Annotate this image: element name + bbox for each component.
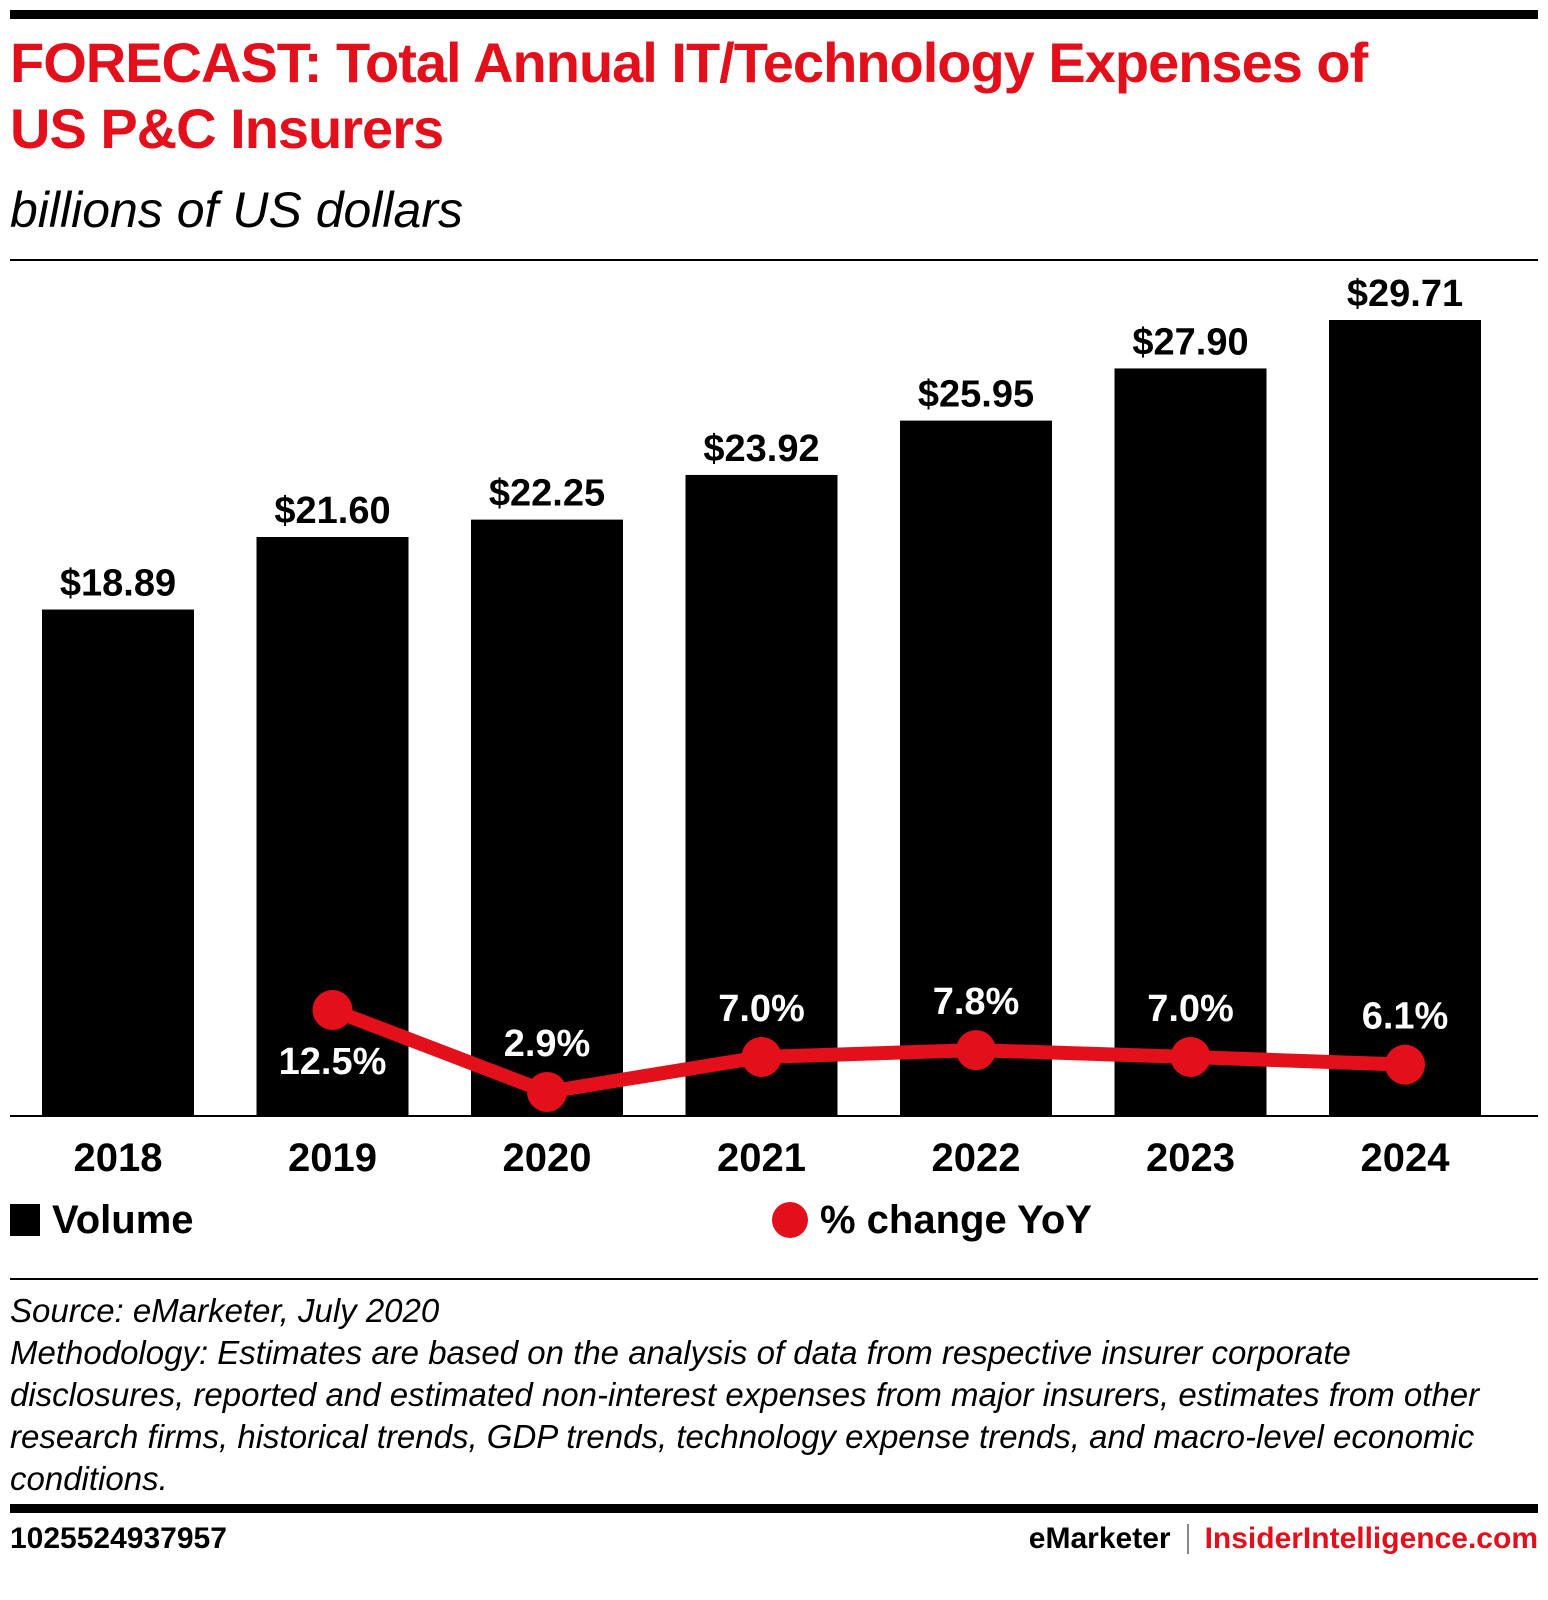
chart-id: 1025524937957 bbox=[10, 1522, 227, 1555]
bar-value-labels: $18.89 $21.60 $22.25 $23.92 $25.95 $27.90 $29.… bbox=[60, 273, 1463, 605]
x-tick-label: 2019 bbox=[288, 1136, 377, 1180]
pct-change-point bbox=[1170, 1036, 1211, 1077]
pct-change-point bbox=[312, 990, 353, 1030]
pct-change-point bbox=[527, 1072, 567, 1112]
legend-label: % change YoY bbox=[820, 1198, 1092, 1242]
methodology-note: Methodology: Estimates are based on the … bbox=[10, 1334, 1480, 1497]
bar bbox=[1114, 368, 1267, 1115]
brand-emarketer: eMarketer bbox=[1028, 1522, 1171, 1555]
chart-plot: $18.89 $21.60 $22.25 $23.92 $25.95 $27.90 $29.… bbox=[10, 273, 1538, 1180]
legend-circle-icon bbox=[772, 1202, 808, 1238]
legend-label: Volume bbox=[52, 1198, 194, 1242]
footer-branding: eMarketer InsiderIntelligence.com bbox=[1029, 1522, 1538, 1556]
pct-change-label: 7.8% bbox=[933, 981, 1020, 1023]
pct-value-labels: 12.5% 2.9% 7.0% 7.8% 7.0% 6.1% bbox=[279, 981, 1449, 1083]
bar-value-label: $27.90 bbox=[1132, 321, 1248, 363]
brand-separator bbox=[1186, 1524, 1189, 1554]
x-tick-label: 2020 bbox=[503, 1136, 592, 1180]
source-note: Source: eMarketer, July 2020 bbox=[10, 1292, 440, 1329]
x-tick-label: 2024 bbox=[1361, 1136, 1451, 1180]
top-rule bbox=[10, 10, 1538, 19]
bar bbox=[1329, 320, 1481, 1115]
pct-change-point bbox=[1385, 1044, 1425, 1085]
line-series-pct-change bbox=[312, 990, 1425, 1112]
pct-change-point bbox=[741, 1036, 782, 1077]
brand-site-link[interactable]: InsiderIntelligence.com bbox=[1204, 1522, 1538, 1555]
bar bbox=[42, 609, 194, 1115]
bar-value-label: $25.95 bbox=[918, 374, 1034, 416]
notes-divider bbox=[10, 1278, 1538, 1280]
bar-value-label: $23.92 bbox=[703, 428, 819, 470]
pct-change-point bbox=[956, 1030, 996, 1071]
bar-value-label: $29.71 bbox=[1347, 273, 1463, 315]
bar-value-label: $21.60 bbox=[274, 490, 390, 532]
bar-value-label: $22.25 bbox=[489, 473, 605, 515]
bar bbox=[471, 519, 623, 1115]
x-tick-label: 2022 bbox=[932, 1136, 1021, 1180]
chart-title: FORECAST: Total Annual IT/Technology Exp… bbox=[10, 31, 1368, 160]
legend-item-volume: Volume bbox=[10, 1196, 194, 1244]
legend-square-icon bbox=[10, 1204, 40, 1236]
chart-subtitle: billions of US dollars bbox=[10, 182, 463, 238]
x-tick-label: 2021 bbox=[717, 1136, 806, 1180]
bar bbox=[900, 420, 1052, 1115]
header-divider bbox=[10, 259, 1538, 261]
bar bbox=[685, 474, 838, 1115]
pct-change-label: 6.1% bbox=[1362, 996, 1449, 1038]
pct-change-label: 7.0% bbox=[718, 988, 805, 1030]
bar-value-label: $18.89 bbox=[60, 563, 176, 605]
pct-change-label: 12.5% bbox=[279, 1041, 387, 1083]
x-axis-tick-labels: 2018 2019 2020 2021 2022 2023 2024 bbox=[74, 1136, 1451, 1180]
pct-change-label: 2.9% bbox=[504, 1023, 591, 1065]
x-tick-label: 2018 bbox=[74, 1136, 163, 1180]
pct-change-line bbox=[330, 1003, 1406, 1099]
pct-change-label: 7.0% bbox=[1147, 988, 1234, 1030]
bottom-rule bbox=[10, 1504, 1538, 1513]
chart-notes: Source: eMarketer, July 2020 Methodology… bbox=[10, 1290, 1530, 1500]
x-tick-label: 2023 bbox=[1146, 1136, 1235, 1180]
legend-item-pct-change: % change YoY bbox=[772, 1196, 1092, 1244]
